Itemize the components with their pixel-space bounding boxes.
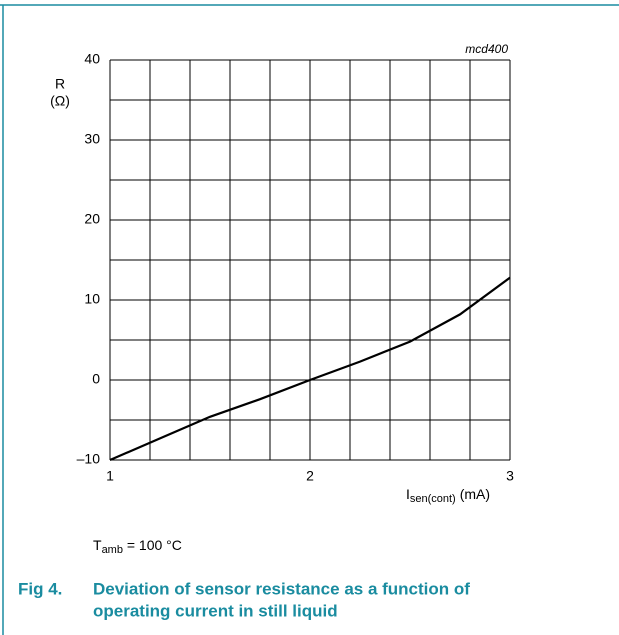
x-label-main: I [406, 486, 410, 502]
figure-number: Fig 4. [18, 579, 62, 598]
y-label: R [55, 76, 65, 92]
y-tick-label: 10 [84, 291, 100, 307]
x-label-unit: (mA) [460, 486, 490, 502]
x-tick-label: 2 [306, 468, 314, 484]
figure-code: mcd400 [465, 42, 508, 56]
note-main: T [93, 537, 102, 553]
x-tick-label: 3 [506, 468, 514, 484]
y-tick-label: 20 [84, 211, 100, 227]
note: Tamb = 100 °C [93, 537, 182, 556]
y-label: (Ω) [50, 93, 70, 109]
note-sub: amb [102, 544, 123, 556]
line-series [109, 276, 511, 462]
x-label-sub: sen(cont) [410, 493, 456, 505]
y-tick-label: –10 [77, 451, 101, 467]
y-tick-label: 30 [84, 131, 100, 147]
note-rest: = 100 °C [123, 537, 182, 553]
x-label: Isen(cont) (mA) [406, 486, 490, 505]
x-tick-label: 1 [106, 468, 114, 484]
caption: Deviation of sensor resistance as a func… [93, 579, 470, 598]
y-tick-label: 40 [84, 51, 100, 67]
caption: operating current in still liquid [93, 601, 338, 620]
y-tick-label: 0 [92, 371, 100, 387]
